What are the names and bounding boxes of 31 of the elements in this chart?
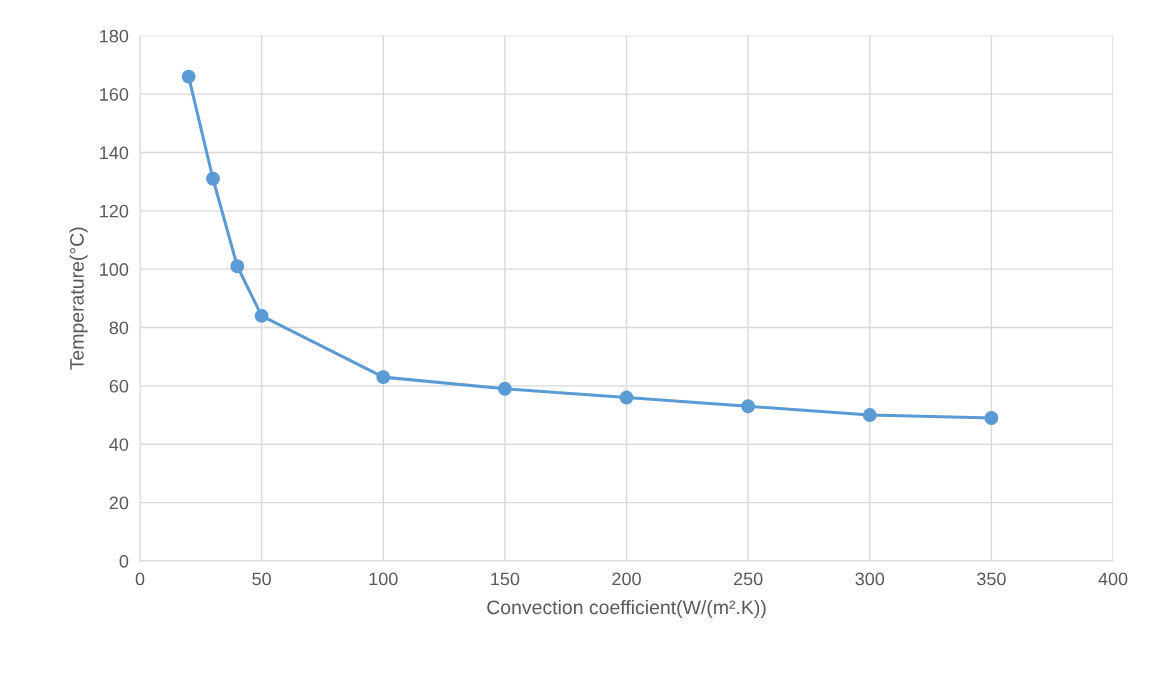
point [206,171,220,186]
y-tick-label: 0 [119,554,129,568]
point [862,408,877,422]
y-tick-label: 160 [100,88,129,101]
y-axis-title: Temperature(°C) [69,227,88,370]
x-tick-label: 350 [977,572,1006,586]
point [984,411,999,425]
point [181,69,196,84]
x-tick-label: 100 [369,572,398,586]
x-tick-label: 150 [491,572,520,586]
y-tick-label: 120 [100,204,129,218]
x-tick-label: 400 [1098,572,1128,586]
point [741,399,756,414]
y-tick-label: 180 [100,29,129,43]
x-tick-label: 50 [252,572,271,586]
point [376,370,391,385]
y-tick-label: 100 [100,263,129,276]
x-tick-label: 200 [612,572,641,586]
y-tick-label: 140 [100,146,129,160]
point [254,308,269,323]
x-tick-label: 0 [135,572,145,586]
y-tick-label: 20 [109,496,129,510]
x-axis-title: Convection coefficient(W/(m².K)) [487,599,766,619]
y-tick-label: 40 [109,438,129,451]
point [619,390,634,405]
point [497,381,512,396]
point [230,259,245,274]
y-tick-label: 60 [109,379,129,393]
y-tick-label: 80 [109,321,129,335]
x-tick-label: 250 [733,572,763,586]
x-tick-label: 300 [855,572,885,586]
